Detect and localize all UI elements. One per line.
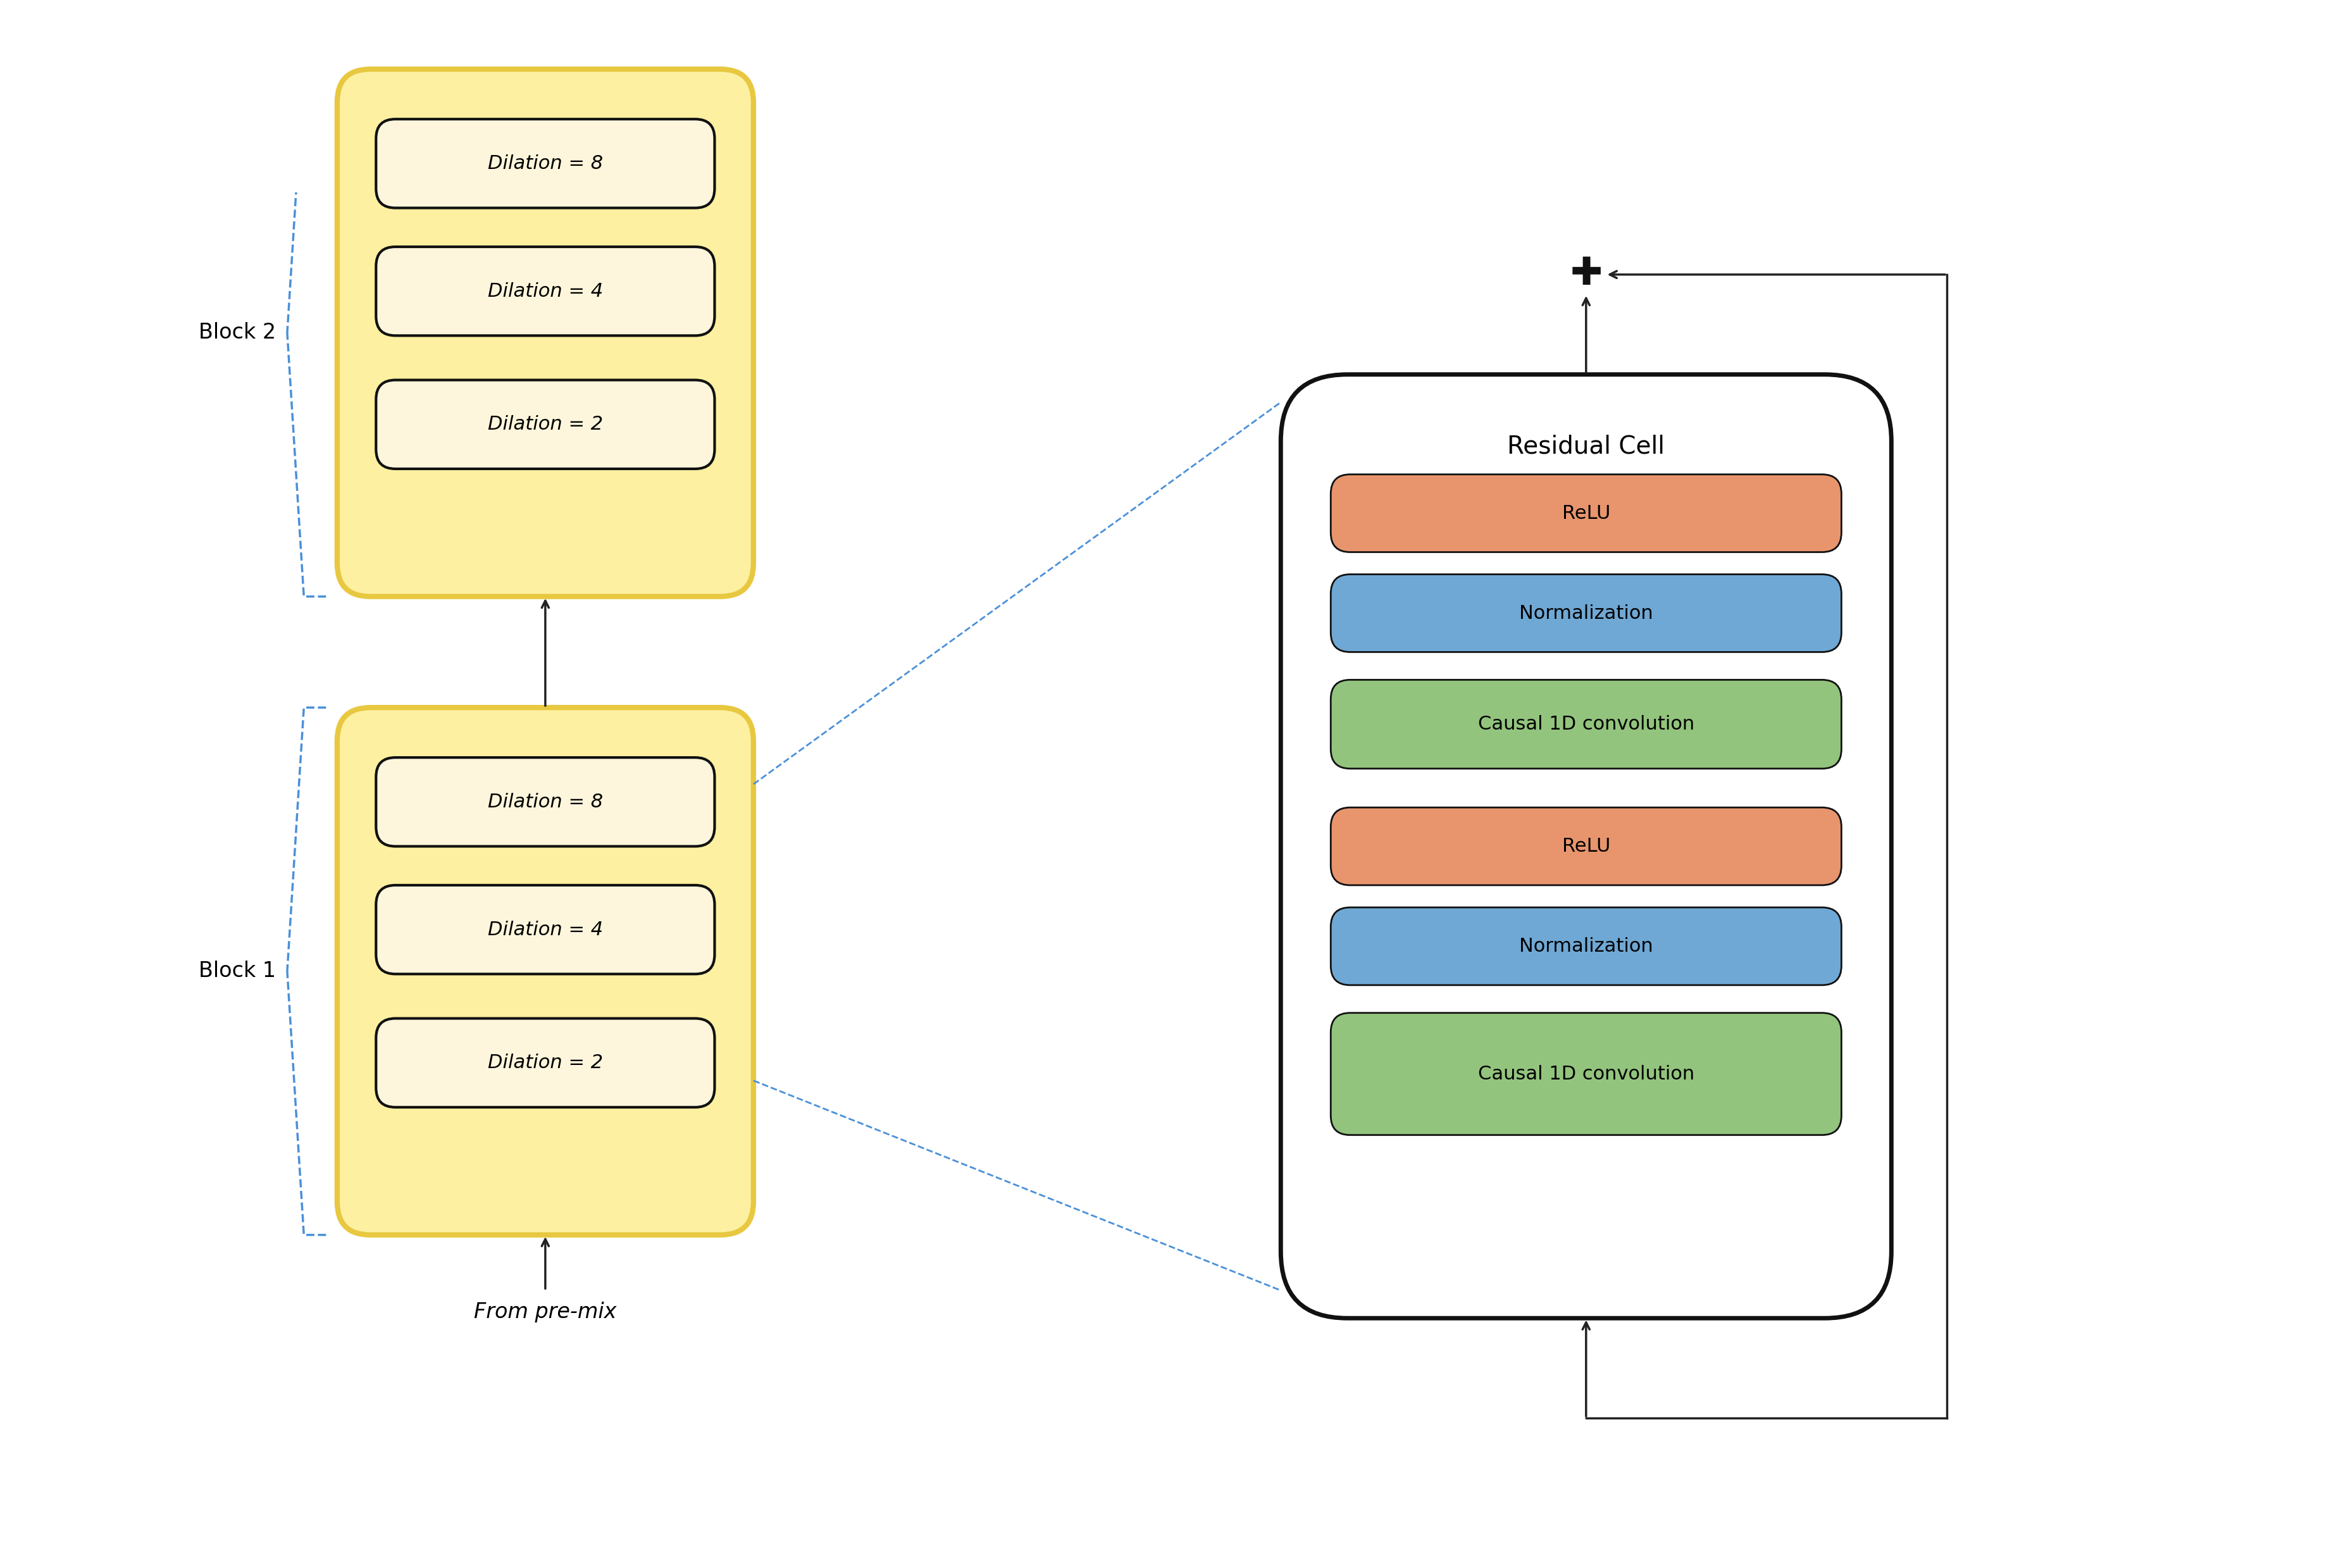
FancyBboxPatch shape: [375, 119, 715, 209]
Text: ReLU: ReLU: [1563, 503, 1609, 522]
FancyBboxPatch shape: [375, 246, 715, 336]
FancyBboxPatch shape: [338, 707, 755, 1236]
Text: Block 1: Block 1: [198, 961, 275, 982]
FancyBboxPatch shape: [375, 379, 715, 469]
FancyBboxPatch shape: [1281, 375, 1891, 1319]
Text: Residual Cell: Residual Cell: [1507, 434, 1665, 459]
Text: Dilation = 8: Dilation = 8: [487, 154, 603, 172]
Text: Dilation = 2: Dilation = 2: [487, 1054, 603, 1073]
FancyBboxPatch shape: [338, 69, 755, 596]
FancyBboxPatch shape: [375, 1019, 715, 1107]
FancyBboxPatch shape: [1330, 908, 1842, 985]
FancyBboxPatch shape: [1330, 475, 1842, 552]
Text: Normalization: Normalization: [1519, 604, 1654, 622]
FancyBboxPatch shape: [1330, 1013, 1842, 1135]
Text: Causal 1D convolution: Causal 1D convolution: [1479, 715, 1696, 734]
Text: Dilation = 4: Dilation = 4: [487, 920, 603, 939]
FancyBboxPatch shape: [1330, 808, 1842, 886]
Text: Normalization: Normalization: [1519, 938, 1654, 955]
Text: Dilation = 2: Dilation = 2: [487, 416, 603, 434]
Text: Causal 1D convolution: Causal 1D convolution: [1479, 1065, 1696, 1083]
FancyBboxPatch shape: [375, 886, 715, 974]
FancyBboxPatch shape: [1330, 574, 1842, 652]
Text: ReLU: ReLU: [1563, 837, 1609, 856]
Text: ✚: ✚: [1570, 256, 1602, 293]
FancyBboxPatch shape: [1330, 681, 1842, 768]
Text: From pre-mix: From pre-mix: [475, 1301, 617, 1322]
FancyBboxPatch shape: [375, 757, 715, 847]
Text: Block 2: Block 2: [198, 323, 275, 343]
Text: Dilation = 4: Dilation = 4: [487, 282, 603, 301]
Text: Dilation = 8: Dilation = 8: [487, 793, 603, 811]
